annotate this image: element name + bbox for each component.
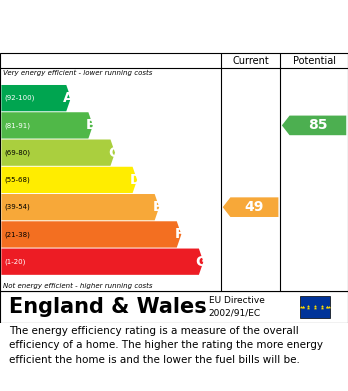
Text: C: C	[108, 146, 118, 160]
Text: (55-68): (55-68)	[4, 177, 30, 183]
Text: (69-80): (69-80)	[4, 149, 30, 156]
Text: B: B	[86, 118, 96, 133]
Text: 49: 49	[245, 200, 264, 214]
Text: (81-91): (81-91)	[4, 122, 30, 129]
Text: (92-100): (92-100)	[4, 95, 34, 101]
Text: Current: Current	[232, 56, 269, 66]
Text: Not energy efficient - higher running costs: Not energy efficient - higher running co…	[3, 283, 153, 289]
Text: EU Directive
2002/91/EC: EU Directive 2002/91/EC	[209, 296, 265, 317]
Text: (1-20): (1-20)	[4, 258, 25, 265]
Polygon shape	[1, 140, 115, 166]
Text: England & Wales: England & Wales	[9, 297, 206, 317]
Text: A: A	[63, 91, 74, 105]
Polygon shape	[1, 167, 137, 193]
Polygon shape	[282, 116, 346, 135]
Text: (39-54): (39-54)	[4, 204, 30, 210]
Polygon shape	[1, 194, 159, 220]
Polygon shape	[1, 85, 71, 111]
Text: (21-38): (21-38)	[4, 231, 30, 238]
Polygon shape	[1, 249, 203, 275]
Text: F: F	[175, 228, 184, 241]
Text: G: G	[196, 255, 207, 269]
Polygon shape	[1, 221, 181, 248]
Polygon shape	[223, 197, 278, 217]
Polygon shape	[1, 112, 93, 138]
Text: The energy efficiency rating is a measure of the overall efficiency of a home. T: The energy efficiency rating is a measur…	[9, 326, 323, 365]
Bar	[300, 296, 330, 318]
Text: E: E	[152, 200, 162, 214]
Text: Potential: Potential	[293, 56, 335, 66]
Text: Very energy efficient - lower running costs: Very energy efficient - lower running co…	[3, 70, 153, 76]
Text: D: D	[129, 173, 141, 187]
Text: Energy Efficiency Rating: Energy Efficiency Rating	[10, 19, 220, 34]
Text: 85: 85	[308, 118, 328, 133]
